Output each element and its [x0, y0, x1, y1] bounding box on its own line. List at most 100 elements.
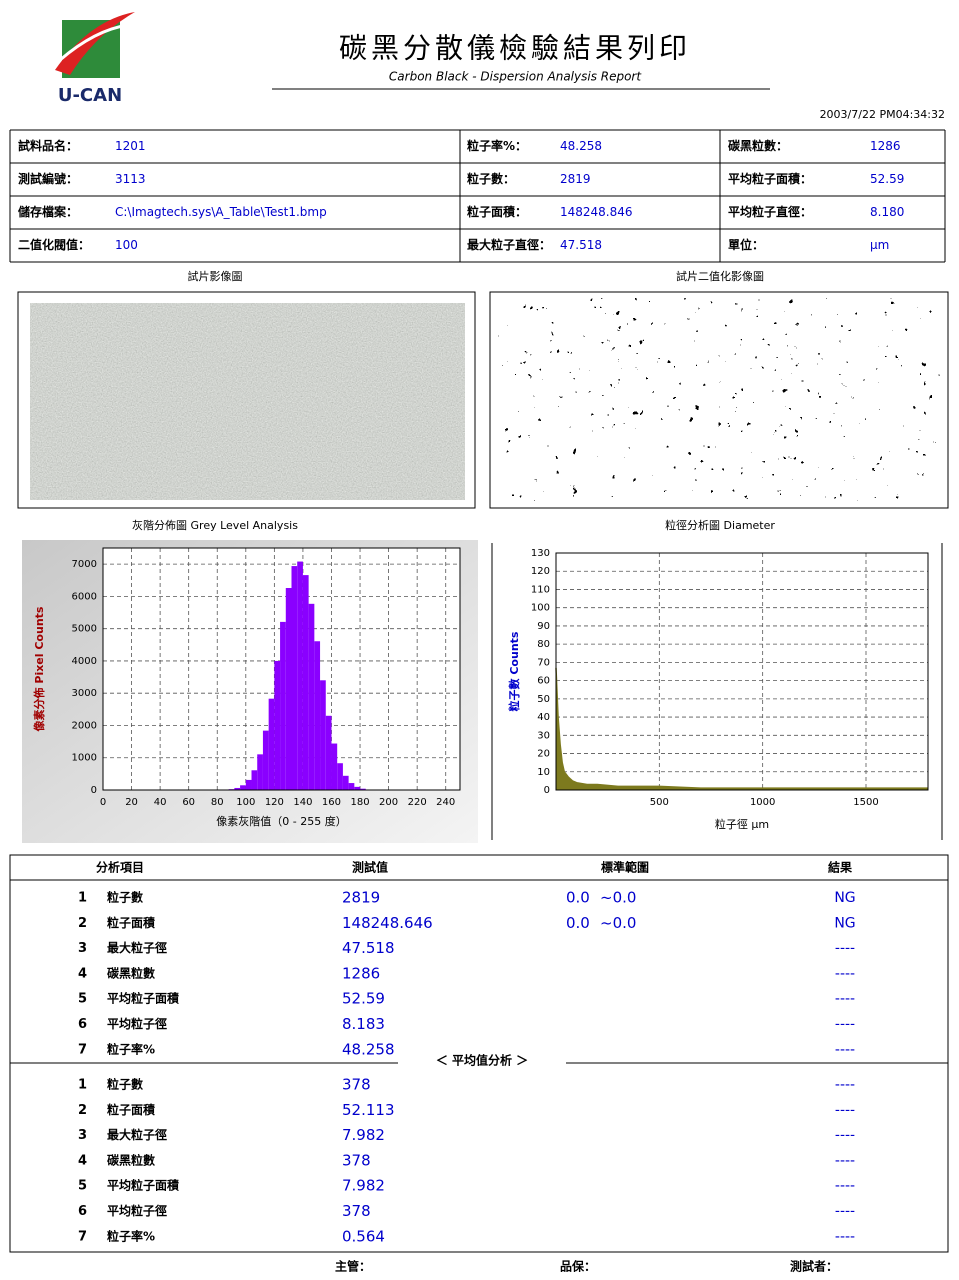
y-tick-label: 2000 — [72, 720, 97, 731]
histogram-bar — [274, 661, 280, 790]
x-tick-label: 80 — [211, 797, 224, 808]
row-number: 2 — [78, 916, 87, 931]
y-tick-label: 50 — [537, 694, 550, 705]
timestamp: 2003/7/22 PM04:34:32 — [820, 108, 945, 121]
row-item: 平均粒子徑 — [107, 1203, 167, 1218]
row-item: 平均粒子徑 — [107, 1016, 167, 1031]
chart-title: 灰階分佈圖 Grey Level Analysis — [132, 518, 298, 532]
row-value: 47.518 — [342, 939, 395, 957]
histogram-bar — [343, 776, 349, 790]
y-tick-label: 5000 — [72, 624, 97, 635]
row-item: 粒子數 — [107, 890, 143, 905]
image-caption: 試片二值化影像圖 — [676, 269, 764, 283]
histogram-bar — [326, 716, 332, 790]
info-label: 二值化閥值： — [18, 237, 90, 252]
histogram-bar — [246, 780, 252, 790]
info-label: 平均粒子直徑： — [728, 204, 812, 219]
histogram-bar — [331, 744, 337, 790]
row-item: 最大粒子徑 — [107, 940, 167, 955]
row-result: ---- — [835, 1102, 855, 1118]
row-result: NG — [834, 890, 855, 906]
histogram-bar — [286, 588, 292, 790]
row-result: ---- — [835, 1128, 855, 1144]
row-result: ---- — [835, 1178, 855, 1194]
column-header: 測試值 — [352, 860, 388, 875]
y-tick-label: 110 — [531, 584, 550, 595]
range-low: 0.0 — [566, 889, 590, 907]
histogram-bar — [320, 680, 326, 790]
row-result: ---- — [835, 1153, 855, 1169]
info-label: 最大粒子直徑： — [467, 237, 551, 252]
y-tick-label: 70 — [537, 657, 550, 668]
row-number: 6 — [78, 1204, 87, 1219]
info-label: 粒子面積： — [467, 204, 527, 219]
row-value: 7.982 — [342, 1177, 385, 1195]
histogram-bar — [269, 699, 275, 790]
y-tick-label: 100 — [531, 603, 550, 614]
row-result: ---- — [835, 1042, 855, 1058]
row-item: 碳黑粒數 — [107, 1152, 155, 1167]
histogram-bar — [257, 754, 263, 790]
row-item: 粒子面積 — [107, 1102, 156, 1117]
row-item: 平均粒子面積 — [107, 1178, 180, 1193]
y-tick-label: 30 — [537, 730, 550, 741]
x-tick-label: 60 — [182, 797, 195, 808]
signature-label: 品保： — [560, 1259, 596, 1274]
y-tick-label: 7000 — [72, 559, 97, 570]
histogram-bar — [280, 622, 286, 790]
info-label: 測試編號： — [18, 171, 78, 186]
histogram-bar — [252, 770, 258, 790]
row-result: ---- — [835, 1204, 855, 1220]
row-value: 378 — [342, 1202, 371, 1220]
range-low: 0.0 — [566, 914, 590, 932]
row-number: 3 — [78, 1128, 87, 1143]
info-value: C:\Imagtech.sys\A_Table\Test1.bmp — [115, 205, 327, 219]
info-value: 2819 — [560, 172, 591, 186]
x-tick-label: 40 — [154, 797, 167, 808]
row-item: 粒子率% — [107, 1041, 155, 1056]
y-tick-label: 20 — [537, 749, 550, 760]
row-value: 52.59 — [342, 990, 385, 1008]
title: 碳黑分散儀檢驗結果列印 — [339, 32, 691, 65]
info-label: 碳黑粒數： — [728, 138, 788, 153]
x-tick-label: 1500 — [853, 797, 878, 808]
histogram-bar — [337, 763, 343, 790]
info-value: 100 — [115, 238, 138, 252]
row-number: 4 — [78, 966, 87, 981]
x-tick-label: 100 — [236, 797, 255, 808]
y-tick-label: 130 — [531, 548, 550, 559]
info-label: 粒子率%： — [467, 138, 527, 153]
x-tick-label: 160 — [322, 797, 341, 808]
y-tick-label: 0 — [544, 785, 550, 796]
row-number: 7 — [78, 1042, 87, 1057]
info-value: 3113 — [115, 172, 146, 186]
histogram-bar — [349, 783, 355, 790]
row-value: 148248.646 — [342, 914, 433, 932]
row-item: 碳黑粒數 — [107, 965, 155, 980]
row-number: 6 — [78, 1017, 87, 1032]
row-number: 7 — [78, 1229, 87, 1244]
info-value: 148248.846 — [560, 205, 633, 219]
column-header: 結果 — [828, 860, 852, 875]
row-item: 平均粒子面積 — [107, 991, 180, 1006]
row-value: 8.183 — [342, 1015, 385, 1033]
signature-label: 測試者： — [790, 1259, 838, 1274]
row-number: 3 — [78, 941, 87, 956]
info-value: 1286 — [870, 139, 901, 153]
row-value: 1286 — [342, 964, 380, 982]
range-high: ~0.0 — [600, 914, 636, 932]
x-tick-label: 20 — [125, 797, 138, 808]
x-axis-label: 粒子徑 μm — [715, 817, 769, 831]
x-tick-label: 0 — [100, 797, 106, 808]
row-number: 2 — [78, 1103, 87, 1118]
info-value: μm — [870, 238, 889, 252]
binary-image — [498, 298, 940, 501]
report: U-CAN 碳黑分散儀檢驗結果列印 Carbon Black - Dispers… — [0, 0, 959, 1276]
x-tick-label: 120 — [265, 797, 284, 808]
info-value: 52.59 — [870, 172, 904, 186]
plot-area — [556, 553, 928, 790]
info-label: 儲存檔案： — [18, 204, 78, 219]
y-tick-label: 0 — [91, 785, 97, 796]
x-tick-label: 140 — [293, 797, 312, 808]
row-value: 52.113 — [342, 1101, 395, 1119]
